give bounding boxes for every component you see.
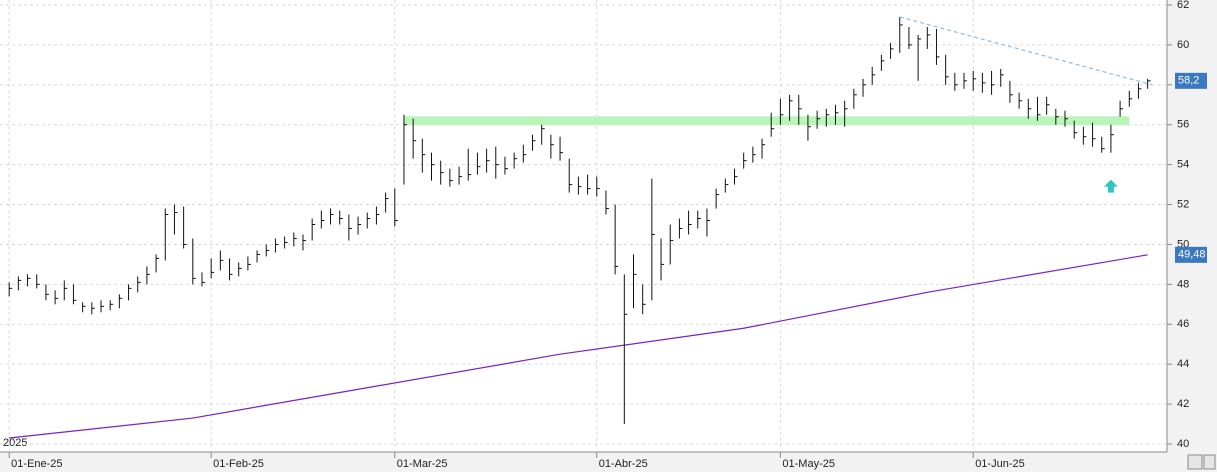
y-tick-label: 52 [1177,198,1189,210]
trendline [899,16,1153,86]
y-tick-label: 44 [1177,358,1189,370]
y-tick-label: 56 [1177,119,1189,131]
y-tick-label: 62 [1177,0,1189,11]
year-label: 2025 [3,437,27,449]
last-value-label: 49,48 [1178,249,1206,261]
x-tick-label: 01-Jun-25 [975,458,1025,470]
moving-average-line [9,254,1148,439]
last-value-box [1175,246,1207,263]
y-tick-label: 46 [1177,318,1189,330]
buy-arrow [1103,179,1118,193]
x-tick-label: 01-Feb-25 [213,458,264,470]
y-tick-label: 48 [1177,278,1189,290]
x-tick-label: 01-May-25 [782,458,835,470]
y-tick-label: 40 [1177,438,1189,450]
x-tick-label: 01-Abr-25 [599,458,648,470]
x-axis-panel [0,452,1217,472]
last-value-label: 58,2 [1178,75,1199,87]
scroll-button[interactable] [1187,454,1203,470]
y-tick-label: 54 [1177,159,1189,171]
x-tick-label: 01-Mar-25 [397,458,448,470]
support-band [403,116,1130,126]
x-tick-label: 01-Ene-25 [11,458,62,470]
y-tick-label: 60 [1177,39,1189,51]
resize-button[interactable] [1203,454,1216,470]
last-value-box [1175,72,1207,89]
y-tick-label: 42 [1177,398,1189,410]
y-axis-panel [1167,0,1217,472]
